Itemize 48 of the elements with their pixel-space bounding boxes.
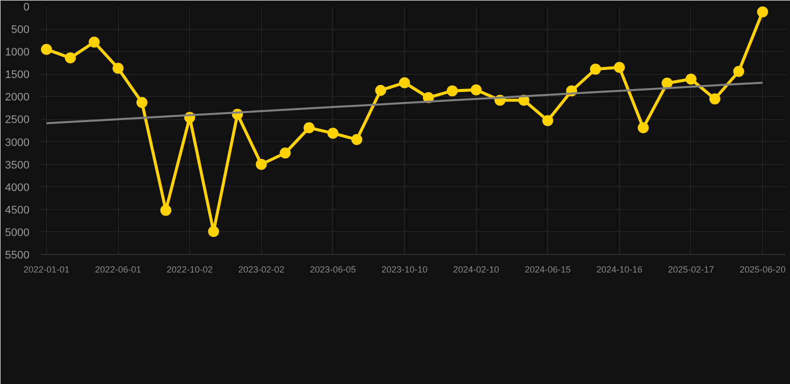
x-tick-label: 2025-06-20 [740,264,786,274]
point [256,158,267,170]
y-tick-label: 4500 [5,204,30,216]
point [208,226,220,237]
point [40,44,52,55]
y-tick-label: 2500 [5,114,30,126]
x-tick-label: 2023-02-02 [238,264,284,274]
point [757,6,768,18]
point [399,77,410,88]
x-tick-label: 2023-06-05 [310,264,356,274]
point [446,85,458,96]
y-tick-label: 1000 [5,46,30,59]
x-tick-label: 2022-10-02 [166,264,213,274]
y-tick-label: 500 [11,24,30,36]
point [304,122,315,134]
point [136,97,148,108]
point [160,204,172,216]
y-tick-label: 5500 [5,250,30,262]
y-tick-label: 5000 [5,226,30,239]
x-tick-label: 2025-02-17 [668,264,714,274]
y-tick-label: 3500 [5,159,30,172]
point [733,66,744,77]
point [685,74,696,85]
point [351,134,362,146]
point [112,62,124,74]
x-tick-label: 2024-06-15 [524,264,571,274]
y-tick-label: 4000 [5,182,30,194]
y-tick-label: 2000 [5,92,30,104]
point [375,84,386,96]
point [590,64,601,75]
point [64,52,76,64]
point [88,36,100,48]
point [662,78,673,89]
x-tick-label: 2022-06-01 [95,264,142,274]
y-tick-label: 3000 [5,136,30,149]
point [614,62,625,73]
point [638,122,649,134]
x-tick-label: 2023-10-10 [382,264,428,274]
point [470,84,482,96]
x-tick-label: 2022-01-01 [23,264,70,274]
y-tick-label: 1500 [5,69,30,82]
point [709,93,720,104]
point [542,115,554,126]
y-tick-label: 0 [23,2,30,14]
x-tick-label: 2024-10-16 [596,264,642,274]
point [327,128,338,139]
point [280,148,291,159]
x-tick-label: 2024-02-10 [453,264,500,274]
